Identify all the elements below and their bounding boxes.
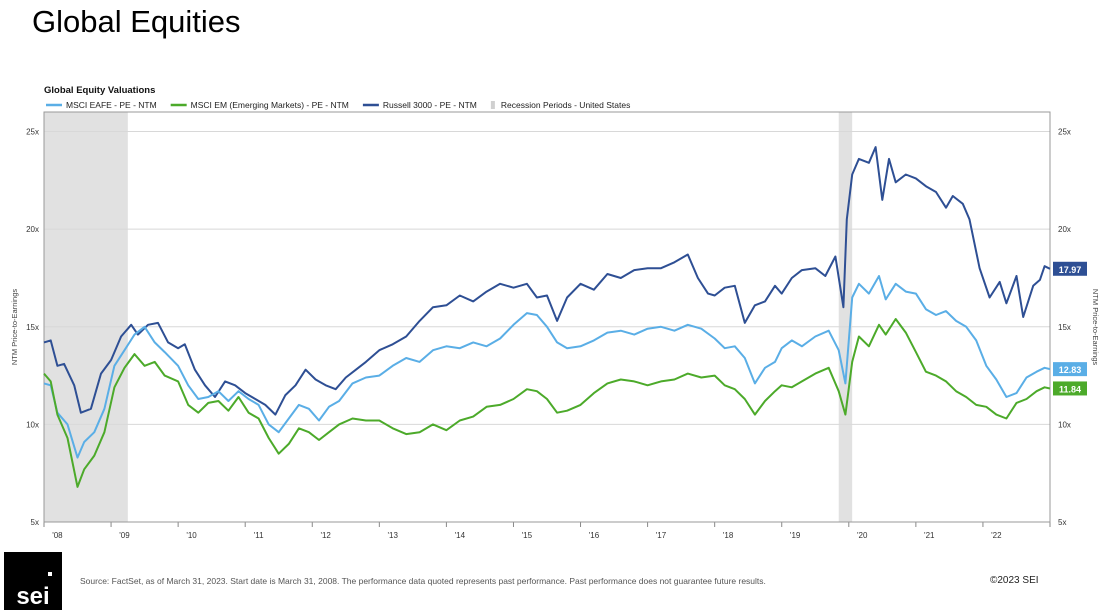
x-tick-label: '19: [790, 531, 801, 540]
plot-area: 5x 5x 10x 10x 15x 15x 20x 20x 25x 25x '08 '09 '10 '11…: [26, 111, 1087, 540]
x-tick-label: '09: [119, 531, 130, 540]
x-tick-label: '10: [186, 531, 197, 540]
x-tick-label: '15: [522, 531, 533, 540]
last-value-text: 17.97: [1059, 265, 1082, 275]
recession-band-1: [838, 112, 853, 522]
last-value-text: 11.84: [1059, 384, 1081, 394]
x-tick-label: '21: [924, 531, 935, 540]
y-tick-label-right: 20x: [1058, 225, 1071, 234]
y-tick-label-left: 10x: [26, 420, 39, 429]
y-tick-label-left: 20x: [26, 225, 39, 234]
plot-frame: [43, 111, 1051, 523]
legend-label: MSCI EM (Emerging Markets) - PE - NTM: [191, 100, 349, 110]
copyright: ©2023 SEI: [990, 575, 1039, 586]
legend-label: Russell 3000 - PE - NTM: [383, 100, 477, 110]
x-tick-label: '20: [857, 531, 868, 540]
legend-label: MSCI EAFE - PE - NTM: [66, 100, 157, 110]
last-value-text: 12.83: [1059, 365, 1082, 375]
y-tick-label-right: 5x: [1058, 518, 1066, 527]
y-tick-label-left: 5x: [31, 518, 39, 527]
x-tick-label: '08: [52, 531, 63, 540]
x-tick-label: '11: [254, 531, 264, 540]
legend-label: Recession Periods - United States: [501, 100, 630, 110]
slide-title: Global Equities: [32, 4, 241, 39]
source-note: Source: FactSet, as of March 31, 2023. S…: [80, 576, 766, 586]
y-tick-label-right: 15x: [1058, 323, 1071, 332]
x-tick-label: '16: [589, 531, 600, 540]
x-tick-label: '18: [723, 531, 734, 540]
last-value-label: 12.83: [1053, 362, 1087, 377]
x-tick-label: '17: [656, 531, 667, 540]
recession-band-0: [44, 112, 128, 522]
y-tick-label-left: 25x: [26, 128, 39, 137]
series-line-2: [43, 318, 1051, 488]
svg-text:sei: sei: [16, 583, 49, 610]
valuation-chart: Global Equity Valuations MSCI EAFE - PE …: [10, 85, 1100, 540]
last-value-label: 11.84: [1053, 381, 1087, 396]
last-value-box: [1053, 381, 1087, 396]
sei-logo: sei: [4, 552, 62, 610]
chart-legend: MSCI EAFE - PE - NTM MSCI EM (Emerging Ma…: [46, 100, 630, 110]
y-axis-label-left: NTM Price-to-Earnings: [10, 289, 19, 366]
last-value-box: [1053, 261, 1087, 276]
y-axis-label-right: NTM Price-to-Earnings: [1091, 289, 1100, 366]
x-tick-label: '14: [455, 531, 466, 540]
series-line-1: [43, 275, 1051, 459]
last-value-box: [1053, 362, 1087, 377]
last-value-label: 17.97: [1053, 261, 1087, 276]
x-tick-label: '22: [991, 531, 1002, 540]
legend-swatch: [490, 101, 495, 109]
x-tick-label: '12: [320, 531, 331, 540]
y-tick-label-left: 15x: [26, 323, 39, 332]
x-tick-label: '13: [388, 531, 399, 540]
series-line-0: [43, 146, 1051, 416]
y-tick-label-right: 10x: [1058, 420, 1071, 429]
y-tick-label-right: 25x: [1058, 128, 1071, 137]
chart-title: Global Equity Valuations: [44, 85, 155, 96]
